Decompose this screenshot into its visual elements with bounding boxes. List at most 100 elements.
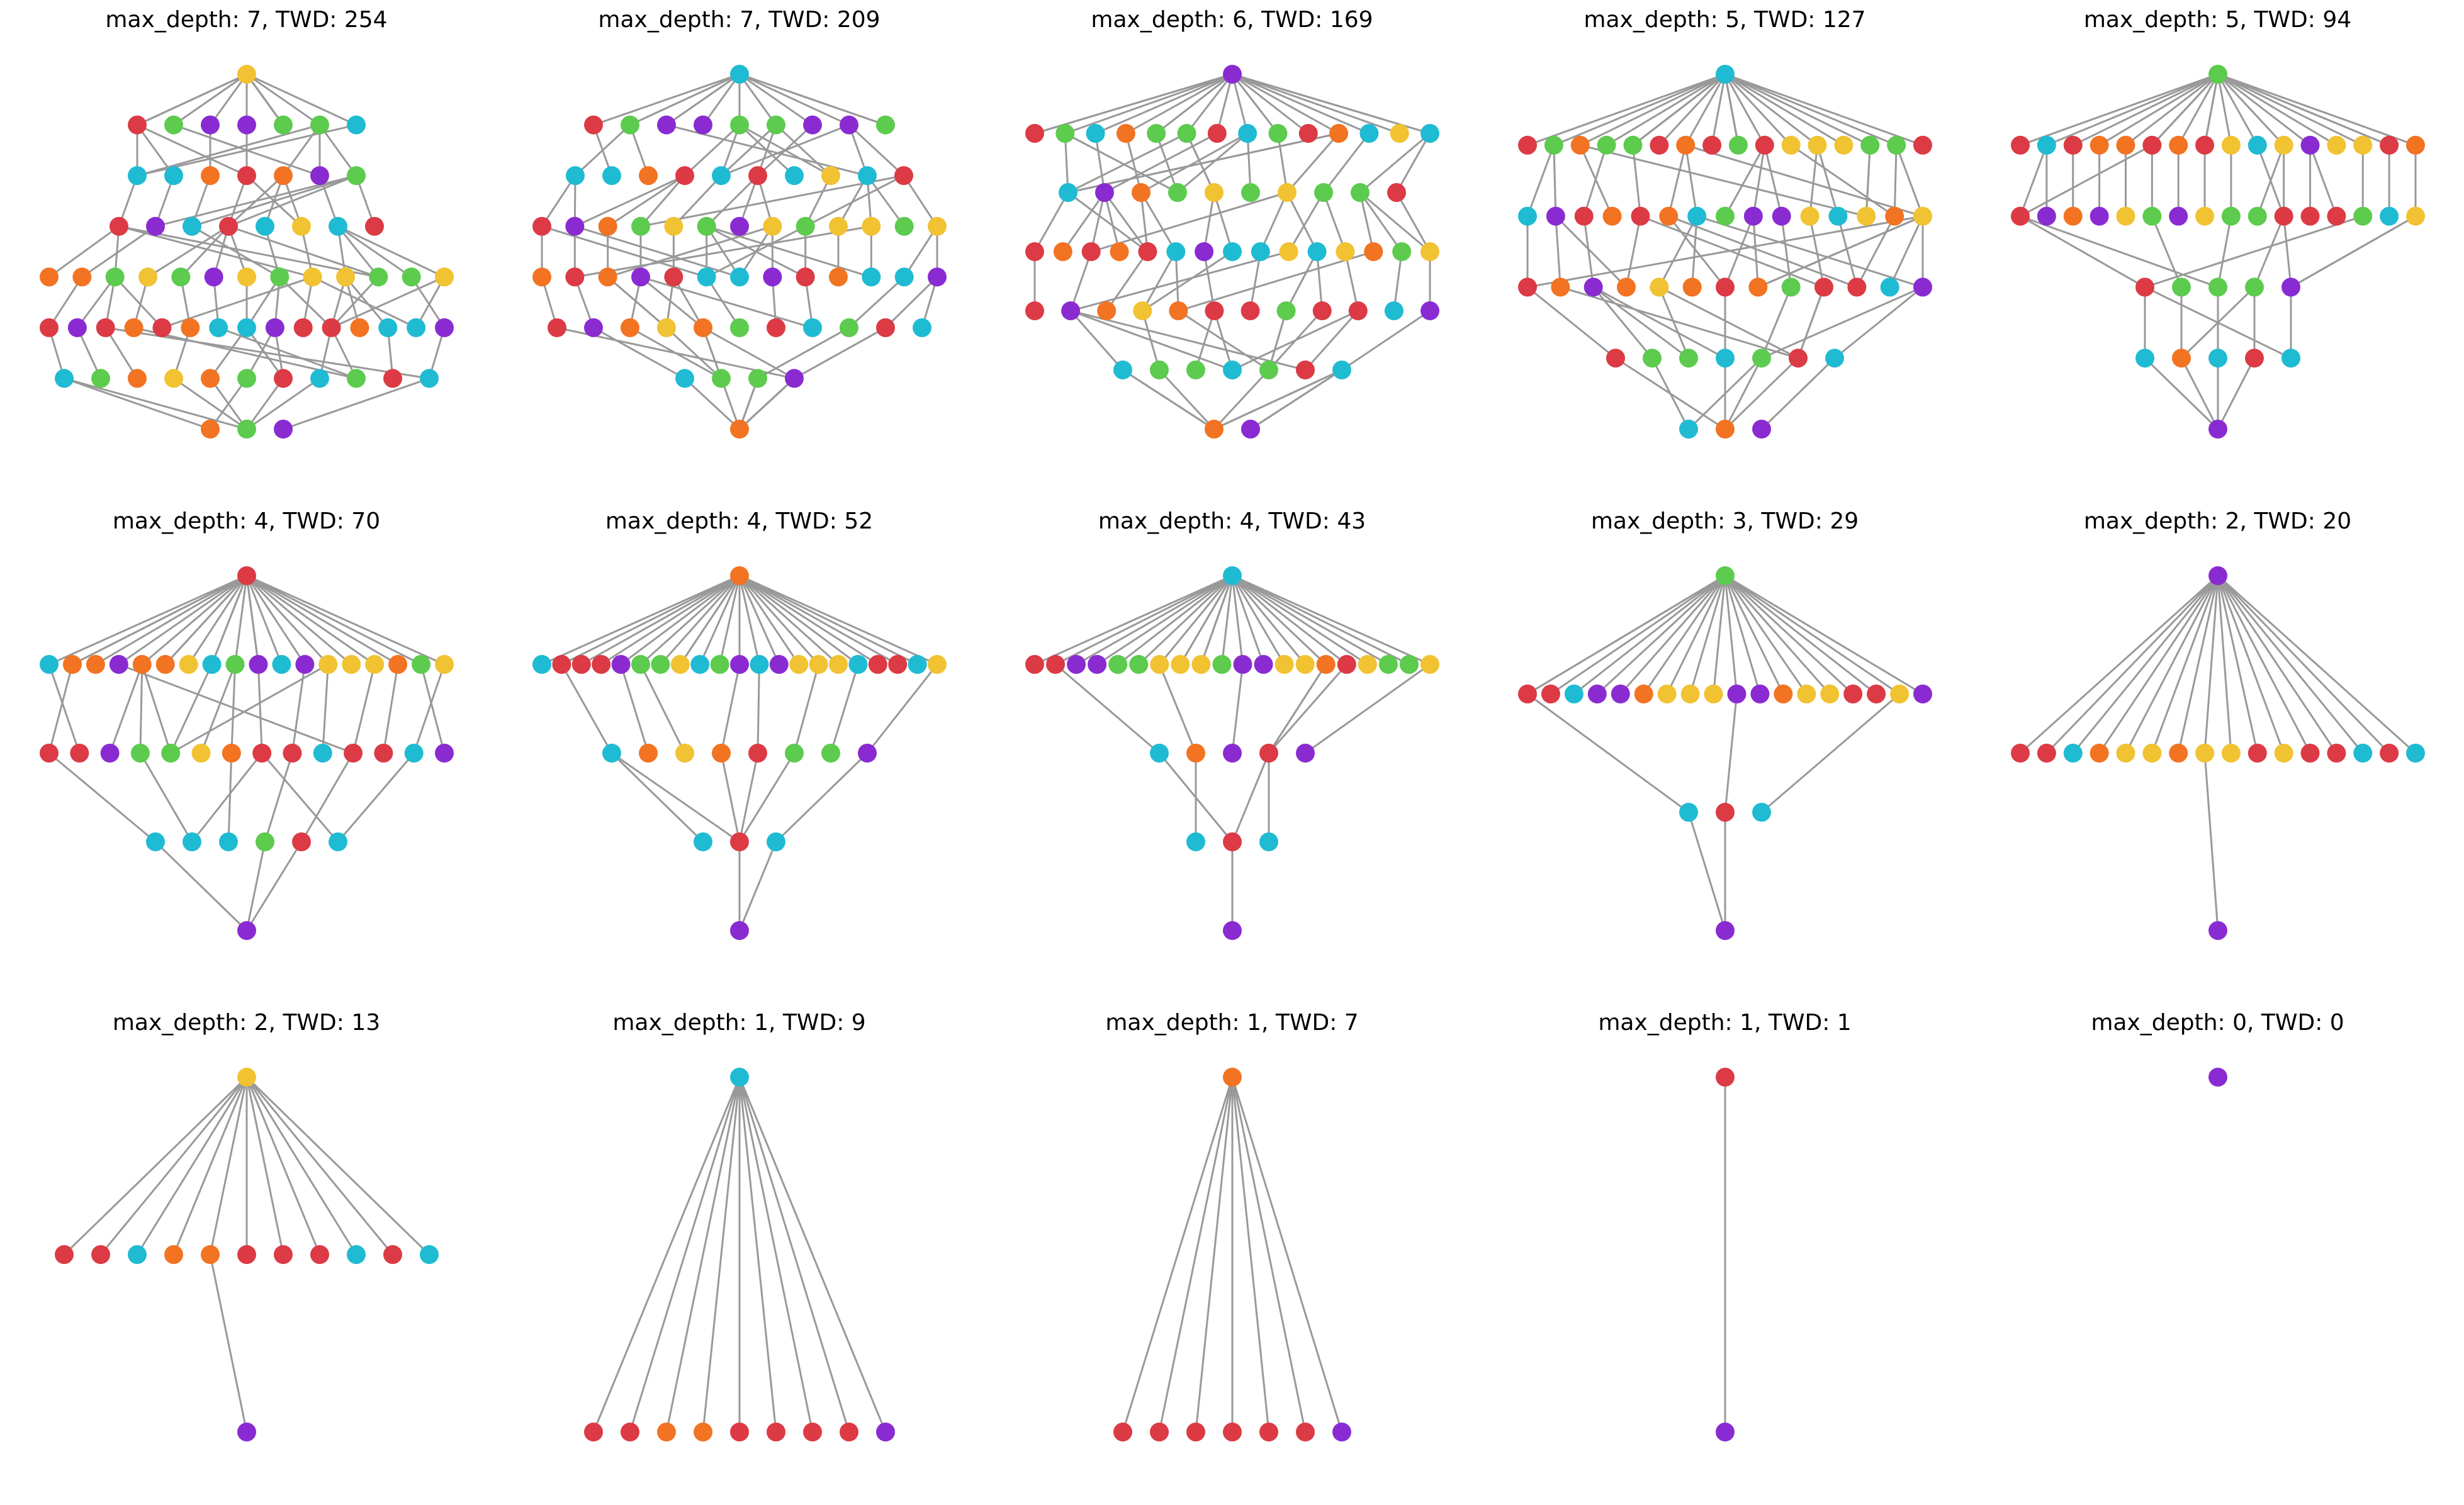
tree-node [748, 166, 767, 186]
tree-node [1755, 135, 1774, 155]
tree-node [1097, 301, 1117, 320]
tree-edge [2217, 73, 2337, 147]
tree-edge [2045, 574, 2219, 754]
edge-layer [541, 574, 938, 931]
node-layer [40, 65, 454, 439]
tree-node [201, 1245, 220, 1264]
tree-node [894, 267, 914, 287]
tree-node [1800, 206, 1820, 226]
tree-edge [2151, 575, 2219, 754]
tree-edge [180, 225, 230, 278]
tree-node [1682, 277, 1702, 297]
tree-panel: max_depth: 1, TWD: 9 [493, 1003, 986, 1504]
tree-node [1191, 655, 1211, 674]
tree-edge [1268, 310, 1288, 371]
tree-node [858, 166, 877, 186]
tree-node [1223, 242, 1242, 261]
tree-node [858, 744, 877, 763]
tree-node [1774, 685, 1793, 703]
tree-node [611, 655, 631, 674]
tree-edge [2073, 73, 2219, 147]
tree-node [631, 267, 650, 287]
tree-node [1913, 135, 1932, 155]
tree-node [237, 420, 256, 439]
tree-edge [1064, 132, 1178, 194]
tree-edge [1117, 574, 1233, 666]
tree-node [1055, 124, 1075, 143]
tree-node [1212, 655, 1232, 674]
tree-panel: max_depth: 4, TWD: 43 [986, 501, 1478, 1003]
tree-edge [561, 574, 740, 666]
tree-edge [188, 575, 248, 665]
tree-edge [2020, 73, 2219, 147]
tree-edge [1615, 357, 1726, 430]
tree-graph [584, 1068, 895, 1441]
tree-edge [1200, 575, 1234, 665]
tree-edge [1250, 369, 1342, 430]
tree-edge [1344, 251, 1359, 311]
tree-edge [139, 664, 143, 754]
tree-node [664, 267, 684, 287]
tree-edge [1625, 216, 1641, 288]
tree-edge [1213, 369, 1270, 430]
tree-node [1251, 242, 1270, 261]
tree-node [2245, 277, 2264, 297]
tree-edge [720, 664, 741, 754]
tree-node [310, 1245, 329, 1264]
tree-node [365, 655, 385, 674]
tree-edge [1684, 145, 1698, 216]
tree-node [913, 318, 931, 337]
tree-node [110, 216, 128, 236]
tree-node [767, 318, 785, 337]
panel-title: max_depth: 7, TWD: 209 [598, 7, 880, 33]
tree-node [2380, 206, 2399, 226]
tree-edge [1213, 192, 1234, 252]
edge-layer [1527, 574, 1923, 931]
root-node [2208, 566, 2227, 585]
tree-edge [738, 575, 780, 665]
tree-node [204, 267, 223, 287]
tree-edge [95, 574, 247, 666]
tree-edge [1553, 73, 1726, 147]
tree-node [274, 420, 293, 439]
tree-edge [191, 225, 281, 278]
tree-edge [118, 574, 247, 666]
tree-node [2169, 744, 2188, 763]
tree-edge [1322, 133, 1370, 193]
tree-node [225, 655, 245, 674]
tree-node [183, 216, 201, 236]
tree-node [1195, 242, 1214, 261]
tree-edge [1809, 145, 1819, 216]
tree-node [2011, 135, 2030, 155]
tree-node [2135, 349, 2154, 368]
tree-edge [593, 327, 685, 379]
tree-node [1384, 301, 1404, 320]
tree-edge [1276, 133, 1288, 193]
root-node [730, 566, 749, 585]
tree-edge [1231, 575, 1285, 665]
tree-node [1679, 349, 1698, 368]
tree-node [1392, 242, 1412, 261]
tree-node [329, 216, 347, 236]
tree-node [1307, 242, 1327, 261]
tree-node [1168, 183, 1187, 202]
tree-edge [2217, 575, 2285, 754]
tree-node [2195, 135, 2215, 155]
tree-node [270, 267, 290, 287]
tree-edge [2217, 575, 2259, 754]
tree-node [402, 267, 421, 287]
tree-edge [200, 664, 236, 754]
tree-edge [738, 1077, 850, 1433]
tree-edge [1070, 250, 1290, 312]
tree-edge [245, 1076, 430, 1256]
panel-title: max_depth: 1, TWD: 1 [1598, 1010, 1852, 1036]
root-node [237, 65, 256, 84]
tree-edge [607, 174, 685, 227]
tree-edge [1658, 286, 1690, 359]
tree-edge [218, 327, 357, 379]
tree-edge [48, 225, 120, 278]
tree-node [1358, 655, 1377, 674]
tree-node [694, 832, 712, 851]
tree-node [876, 318, 895, 337]
